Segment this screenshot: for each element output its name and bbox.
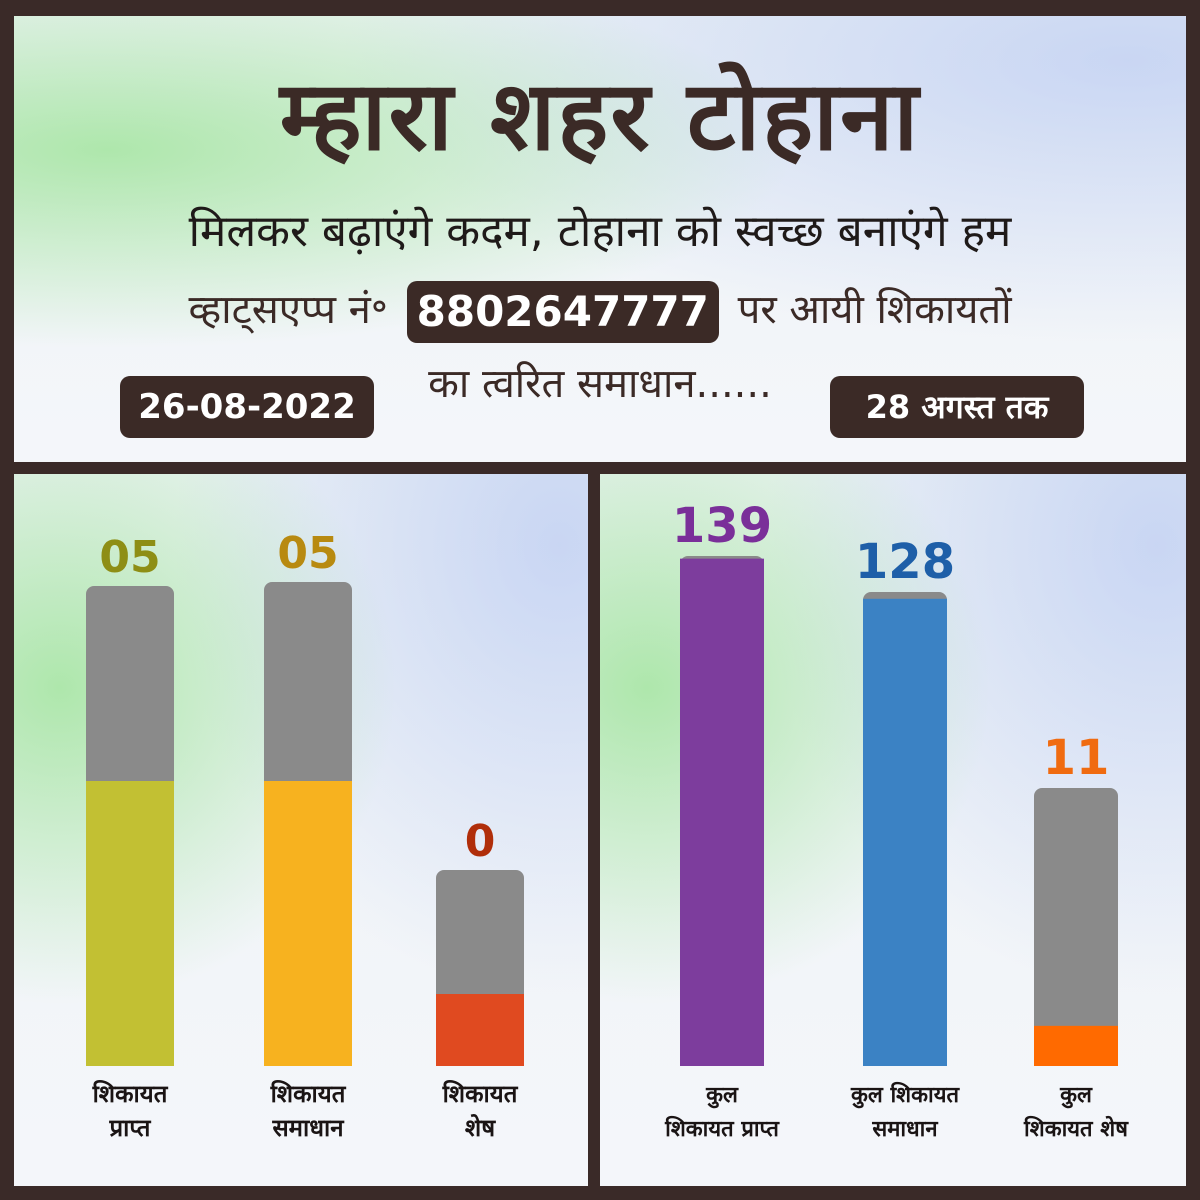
bar-3 xyxy=(436,994,524,1066)
bar-1 xyxy=(86,781,174,1066)
category-label-2-line-2: समाधान xyxy=(271,1114,345,1142)
value-label-1: 139 xyxy=(672,498,772,554)
page-title: म्हारा शहर टोहाना xyxy=(279,60,921,172)
category-label-2-line-2: समाधान xyxy=(871,1117,938,1142)
daily-chart-panel: 05 शिकायत प्राप्त 05 शिकायत समाधान 0 शिकायत शेष xyxy=(14,474,588,1186)
bar-3 xyxy=(1034,1025,1118,1066)
category-label-3-line-1: शिकायत xyxy=(442,1080,519,1108)
category-label-1-line-2: प्राप्त xyxy=(109,1114,152,1142)
category-label-1-line-1: कुल xyxy=(705,1083,739,1109)
whatsapp-line: व्हाट्सएप्प नं॰ 8802647777 पर आयी शिकायत… xyxy=(14,278,1186,343)
slogan: मिलकर बढ़ाएंगे कदम, टोहाना को स्वच्छ बना… xyxy=(188,206,1012,257)
category-label-1-line-1: शिकायत xyxy=(92,1080,169,1108)
bar-2 xyxy=(264,781,352,1066)
total-chart-panel: 139 कुल शिकायत प्राप्त 128 कुल शिकायत समाधान 1… xyxy=(600,474,1186,1186)
whatsapp-prefix: व्हाट्सएप्प नं॰ xyxy=(188,287,388,333)
phone-number: 8802647777 xyxy=(406,281,719,343)
value-label-2: 128 xyxy=(855,534,955,590)
resolution-line: का त्वरित समाधान...... xyxy=(428,361,772,407)
value-label-1: 05 xyxy=(99,532,160,583)
category-label-3-line-2: शेष xyxy=(465,1114,496,1142)
bar-track-3 xyxy=(1034,788,1118,1066)
date-badge: 26-08-2022 xyxy=(120,376,374,438)
upto-badge: 28 अगस्त तक xyxy=(830,376,1084,438)
daily-complaints-chart: 05 शिकायत प्राप्त 05 शिकायत समाधान 0 शिकायत शेष xyxy=(86,528,524,1142)
value-label-3: 0 xyxy=(465,816,496,867)
bar-1 xyxy=(680,558,764,1066)
header-panel: म्हारा शहर टोहाना मिलकर बढ़ाएंगे कदम, टो… xyxy=(14,16,1186,462)
category-label-2-line-1: शिकायत xyxy=(270,1080,347,1108)
category-label-3-line-1: कुल xyxy=(1059,1083,1093,1109)
total-complaints-chart: 139 कुल शिकायत प्राप्त 128 कुल शिकायत समाधान 1… xyxy=(664,498,1129,1142)
value-label-2: 05 xyxy=(277,528,338,579)
category-label-1-line-2: शिकायत प्राप्त xyxy=(664,1115,780,1142)
whatsapp-suffix: पर आयी शिकायतों xyxy=(737,287,1012,333)
category-label-3-line-2: शिकायत शेष xyxy=(1023,1115,1129,1142)
value-label-3: 11 xyxy=(1043,730,1110,786)
bar-2 xyxy=(863,598,947,1066)
category-label-2-line-1: कुल शिकायत xyxy=(850,1081,960,1109)
